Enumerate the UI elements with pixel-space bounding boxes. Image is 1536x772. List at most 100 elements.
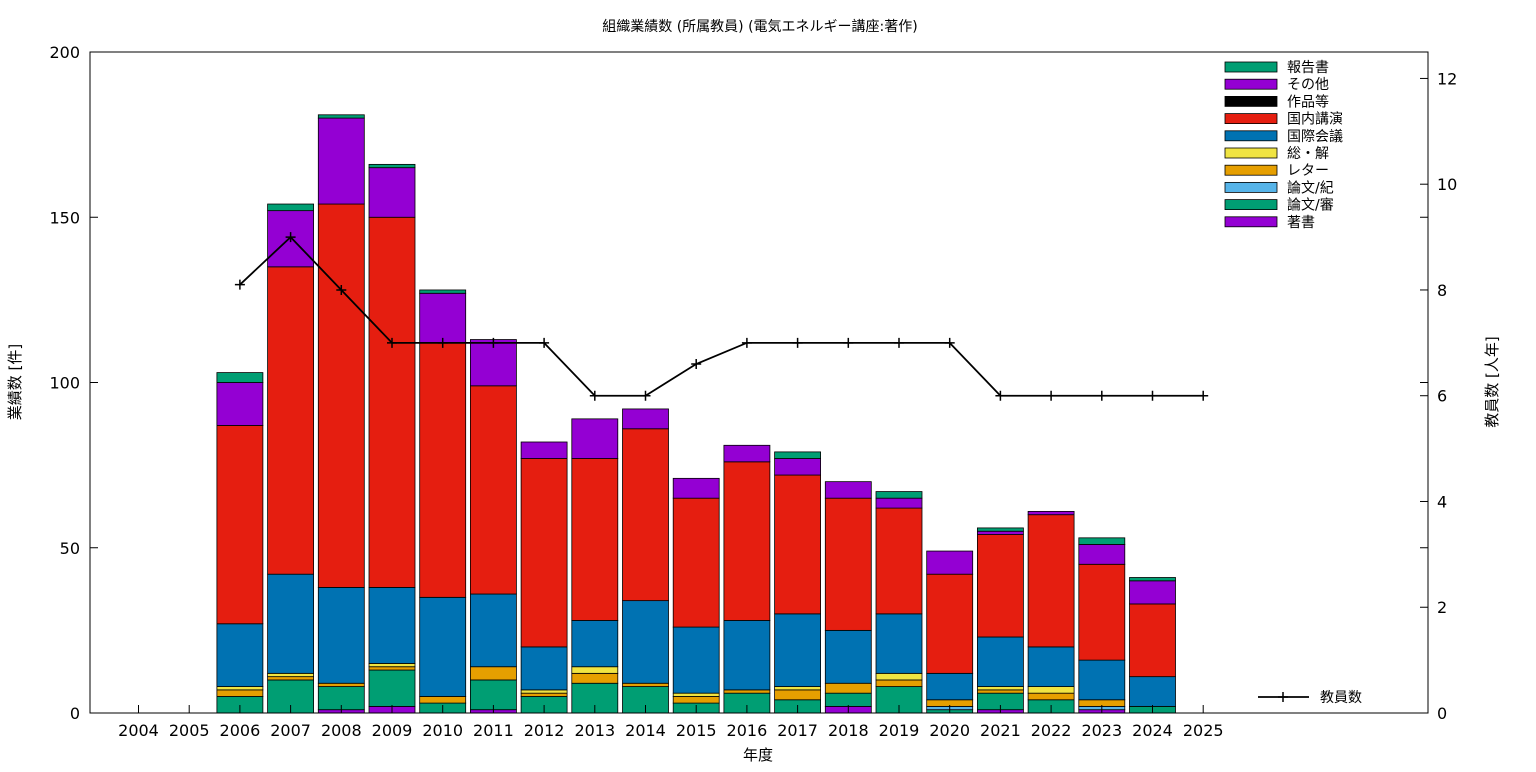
x-tick-label: 2012 <box>524 721 565 740</box>
legend-swatch <box>1224 181 1278 193</box>
y2-tick-label: 6 <box>1437 387 1447 406</box>
bar-segment-2008-9 <box>317 114 365 119</box>
bar-segment-2023-9 <box>1078 537 1126 545</box>
bar-segment-2019-3 <box>875 679 923 687</box>
bar-segment-2024-6 <box>1129 603 1176 678</box>
y2-tick-label: 12 <box>1437 69 1457 88</box>
teacher-count-point <box>539 337 550 348</box>
bar-segment-2007-6 <box>267 266 315 575</box>
y-tick-label: 200 <box>49 43 80 62</box>
bar-segment-2010-6 <box>419 342 467 598</box>
bar-segment-2019-6 <box>875 507 923 615</box>
bar-segment-2017-6 <box>774 474 821 615</box>
bar-segment-2009-4 <box>368 663 416 668</box>
bar-segment-2023-6 <box>1078 563 1126 661</box>
bar-segment-2021-8 <box>977 530 1024 535</box>
teacher-count-point <box>894 337 904 348</box>
teacher-count-point <box>1046 390 1057 401</box>
x-tick-label: 2019 <box>879 721 920 740</box>
x-tick-label: 2004 <box>118 721 159 740</box>
teacher-count-point <box>1198 390 1209 401</box>
bar-segment-2021-4 <box>977 686 1024 691</box>
bar-segment-2013-8 <box>571 418 619 459</box>
bar-segment-2024-5 <box>1129 676 1176 707</box>
bar-segment-2013-3 <box>571 672 619 684</box>
bar-segment-2012-6 <box>520 458 568 648</box>
bar-segment-2017-8 <box>774 458 821 476</box>
bar-segment-2010-9 <box>419 289 467 294</box>
bar-segment-2007-9 <box>267 203 315 212</box>
bar-segment-2022-6 <box>1027 514 1075 648</box>
bar-segment-2013-6 <box>571 458 619 621</box>
bar-segment-2016-6 <box>723 461 771 621</box>
x-tick-label: 2007 <box>270 721 311 740</box>
bar-segment-2010-3 <box>419 696 467 704</box>
x-axis-title: 年度 <box>743 746 773 764</box>
teacher-count-point <box>640 390 651 401</box>
legend-swatch <box>1224 216 1278 228</box>
bar-segment-2019-8 <box>875 497 923 509</box>
bar-segment-2015-8 <box>672 477 720 499</box>
bar-segment-2022-3 <box>1027 692 1075 701</box>
bar-segment-2008-3 <box>317 682 365 687</box>
legend-swatch <box>1224 147 1278 159</box>
bar-segment-2007-3 <box>267 676 315 681</box>
bar-segment-2010-5 <box>419 596 467 697</box>
bar-segment-2012-8 <box>520 441 568 459</box>
bar-segment-2011-6 <box>469 385 517 595</box>
bar-segment-2020-5 <box>926 672 974 701</box>
legend-swatch <box>1224 96 1278 107</box>
y-tick-label: 50 <box>60 539 80 558</box>
bar-segment-2016-3 <box>723 689 771 694</box>
chart-title: 組織業績数 (所属教員) (電気エネルギー講座:著作) <box>602 19 917 35</box>
teacher-count-point <box>741 337 752 348</box>
legend-line-marker <box>1278 692 1288 702</box>
bar-segment-2018-8 <box>824 481 872 499</box>
bar-segment-2017-5 <box>774 613 821 687</box>
x-tick-label: 2014 <box>625 721 666 740</box>
legend-label: 国際会議 <box>1287 128 1343 145</box>
bar-segment-2015-3 <box>672 696 720 704</box>
x-tick-label: 2023 <box>1081 721 1122 740</box>
bar-segment-2012-4 <box>520 689 568 694</box>
teacher-count-point <box>1096 390 1107 401</box>
bar-segment-2007-5 <box>267 573 315 674</box>
legend-label: 総・解 <box>1287 146 1329 162</box>
legend-label: 作品等 <box>1287 93 1329 110</box>
x-tick-label: 2018 <box>828 721 869 740</box>
bar-segment-2009-5 <box>368 587 416 664</box>
bar-segment-2009-9 <box>368 163 416 169</box>
bar-segment-2014-6 <box>622 428 669 602</box>
bar-segment-2019-9 <box>875 491 923 499</box>
bar-segment-2015-6 <box>672 497 720 628</box>
legend-label: 国内講演 <box>1287 112 1343 128</box>
x-tick-label: 2017 <box>777 721 818 740</box>
bar-segment-2021-3 <box>977 689 1024 694</box>
teacher-count-point <box>944 337 955 348</box>
x-tick-label: 2006 <box>220 721 261 740</box>
teacher-count-line <box>239 235 1204 397</box>
teacher-count-point <box>488 337 499 348</box>
bar-segment-2006-8 <box>216 382 264 426</box>
bar-segment-2006-6 <box>216 425 264 625</box>
teacher-count-point <box>285 232 296 243</box>
bar-segment-2018-1 <box>824 692 872 707</box>
bar-segment-2018-5 <box>824 629 872 684</box>
bar-segment-2009-8 <box>368 167 416 218</box>
x-tick-label: 2013 <box>574 721 615 740</box>
bars-layer <box>216 114 1176 714</box>
y-axis-title: 業績数 [件] <box>6 344 24 420</box>
x-tick-label: 2021 <box>980 721 1021 740</box>
bar-segment-2015-4 <box>672 692 720 697</box>
x-tick-label: 2024 <box>1132 721 1173 740</box>
y-tick-label: 0 <box>70 704 80 723</box>
legend-swatch <box>1224 199 1278 211</box>
legend-swatch <box>1224 61 1278 73</box>
bar-segment-2012-5 <box>520 646 568 691</box>
x-tick-label: 2025 <box>1183 721 1224 740</box>
bar-segment-2021-5 <box>977 636 1024 687</box>
x-tick-label: 2005 <box>169 721 210 740</box>
bar-segment-2008-8 <box>317 117 365 205</box>
